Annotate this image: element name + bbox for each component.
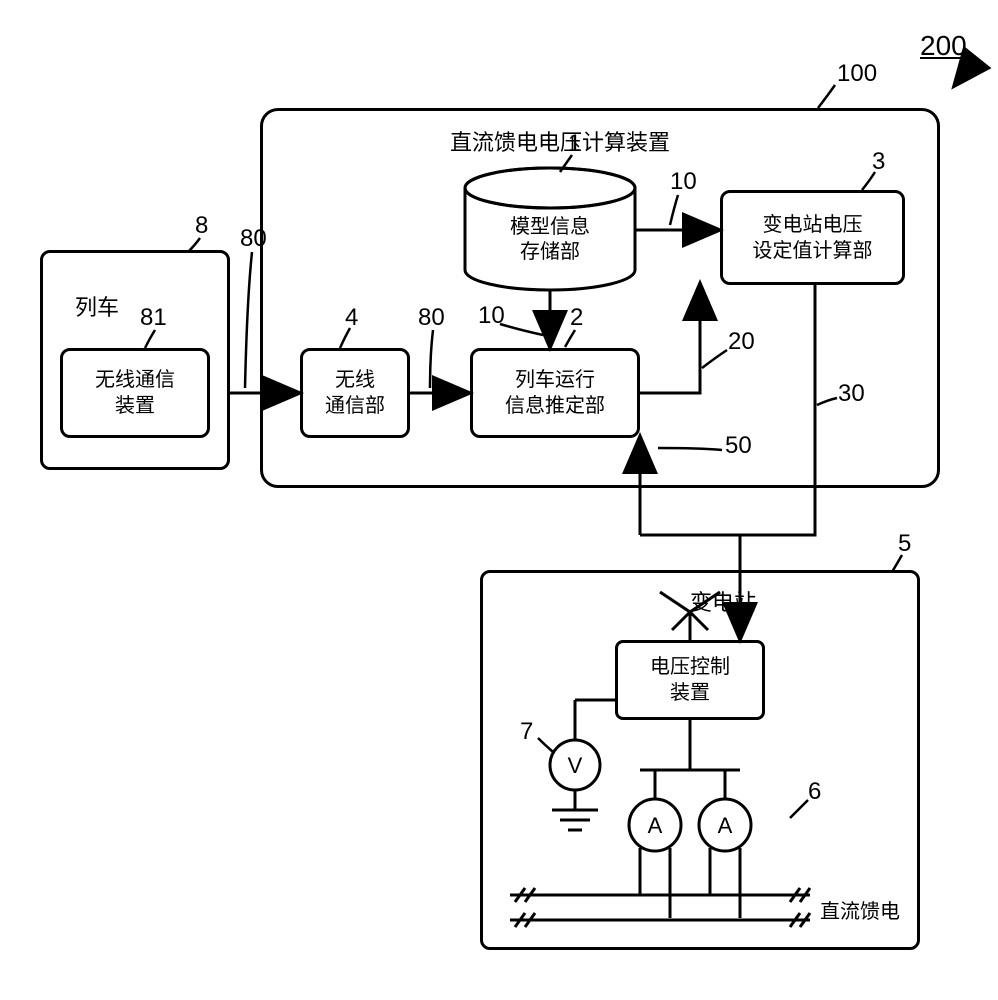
num-80b: 80 [418,304,445,332]
num-3: 3 [872,148,885,176]
num-4: 4 [345,304,358,332]
num-6: 6 [808,778,821,806]
wireless-comm: 无线 通信部 [300,348,410,438]
train-info: 列车运行 信息推定部 [470,348,640,438]
num-10a: 10 [670,168,697,196]
substation-title: 变电站 [690,585,756,617]
dc-feed-label: 直流馈电 [820,895,900,924]
substation-box [480,570,920,950]
num-50: 50 [725,432,752,460]
figure-label: 200 [920,30,967,62]
num-8: 8 [195,212,208,240]
train-title: 列车 [75,290,119,322]
wireless-device: 无线通信 装置 [60,348,210,438]
num-10b: 10 [478,302,505,330]
num-81: 81 [140,304,167,332]
num-20: 20 [728,328,755,356]
voltage-control: 电压控制 装置 [615,640,765,720]
main-box-title: 直流馈电电压计算装置 [450,125,670,157]
num-1: 1 [568,130,581,158]
num-2: 2 [570,304,583,332]
num-7: 7 [520,718,533,746]
num-5: 5 [898,530,911,558]
model-db-text: 模型信息 存储部 [465,210,635,270]
num-30: 30 [838,380,865,408]
num-80a: 80 [240,225,267,253]
num-100: 100 [837,60,877,88]
substation-calc: 变电站电压 设定值计算部 [720,190,905,285]
